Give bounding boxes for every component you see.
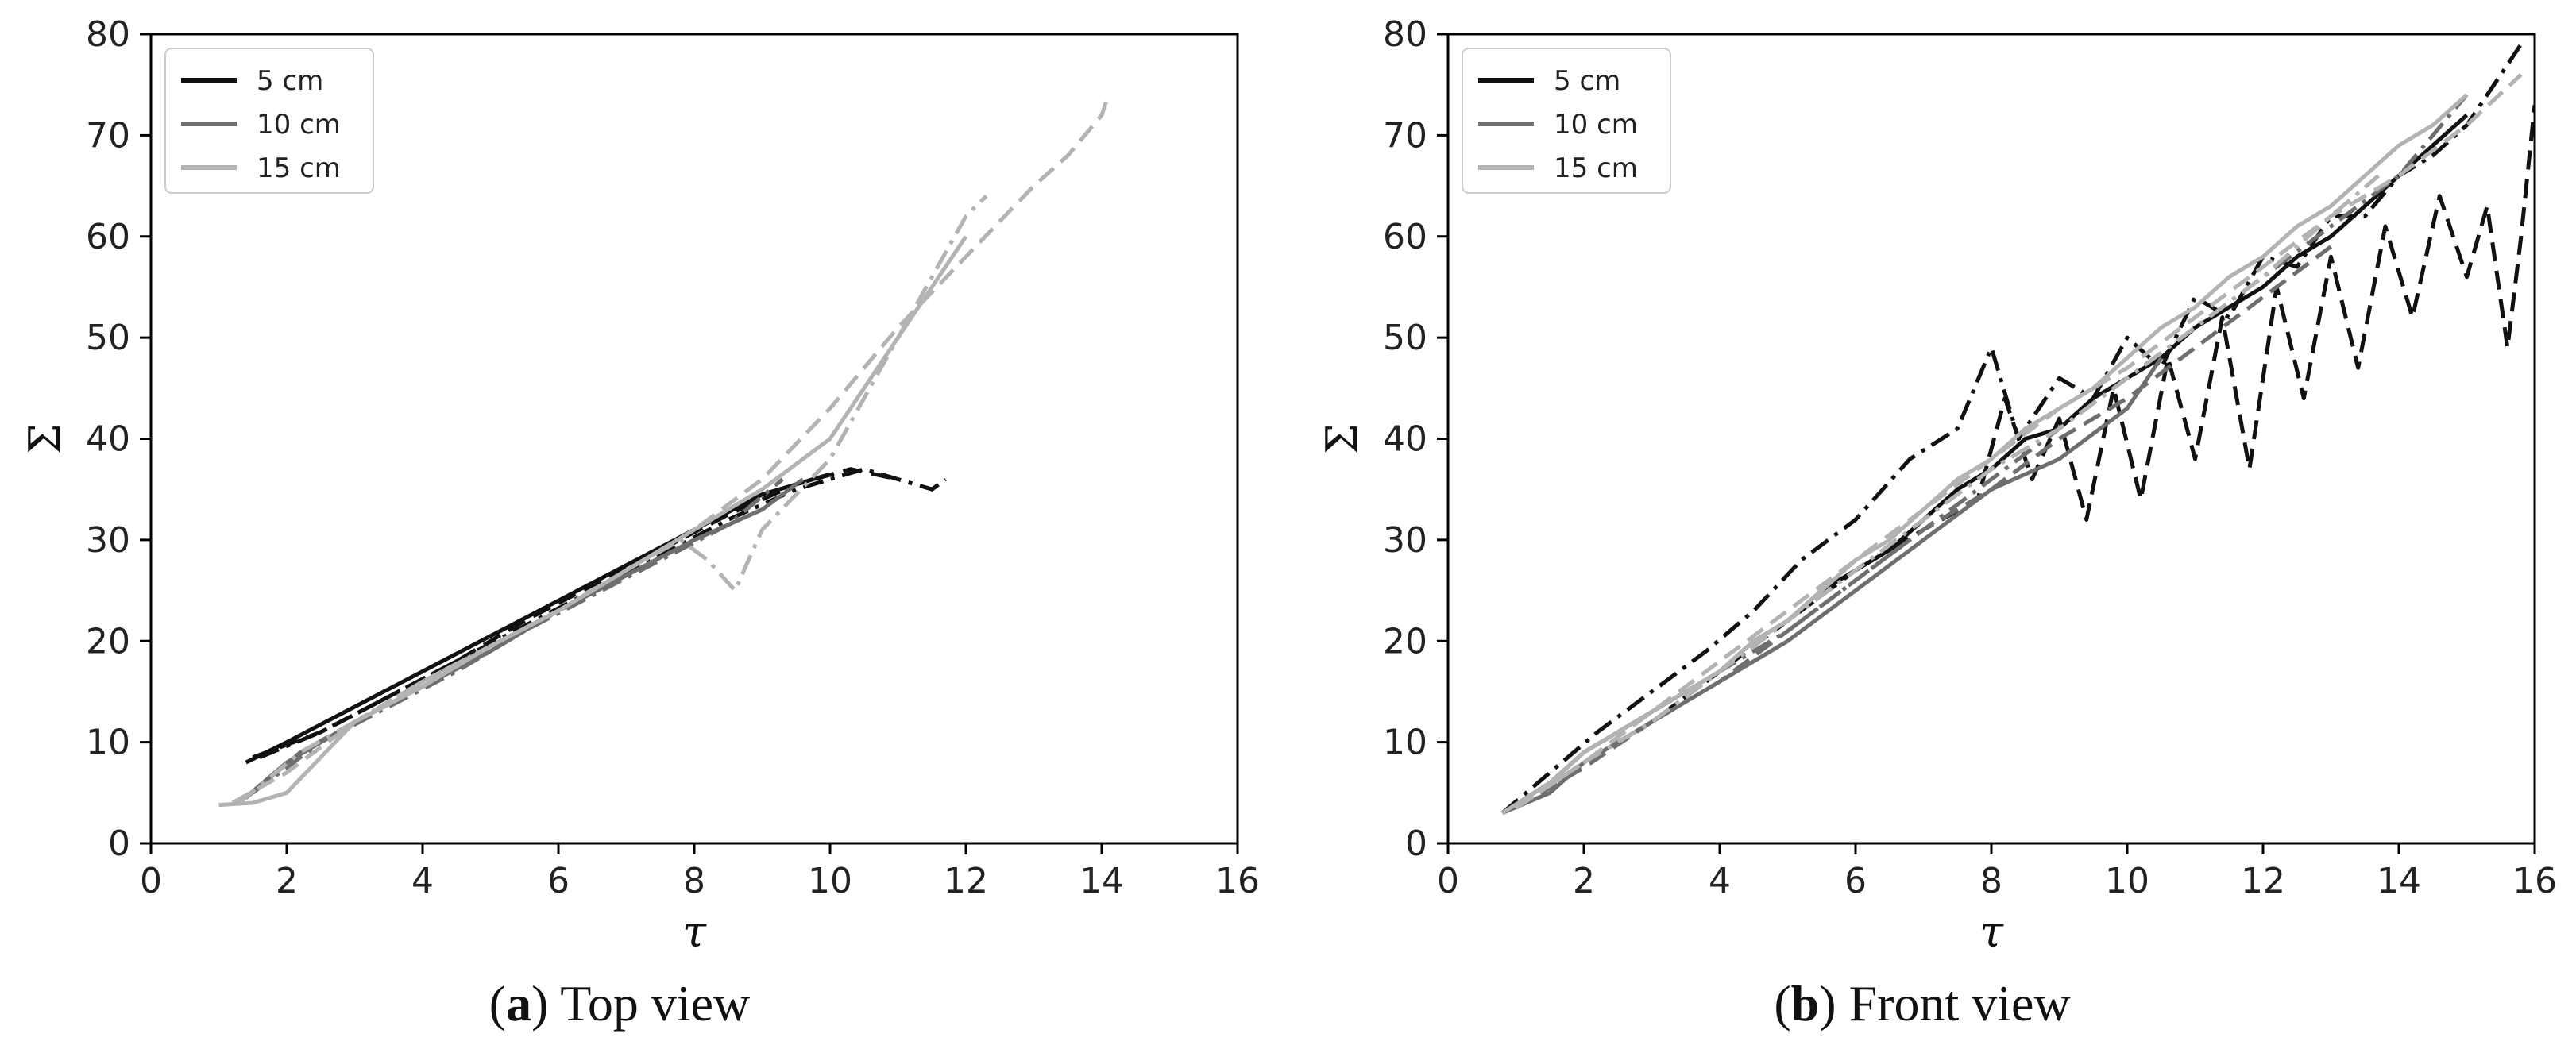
- x-tick-label: 10: [2105, 861, 2149, 901]
- x-tick-label: 16: [2512, 861, 2557, 901]
- series-line-15cm-dashed: [1515, 73, 2523, 810]
- series-line-15cm-dashed: [231, 94, 1110, 805]
- y-tick-label: 10: [86, 723, 130, 763]
- y-tick-label: 50: [1383, 318, 1427, 358]
- x-axis-label: τ: [682, 907, 707, 957]
- series-group: [1500, 43, 2535, 816]
- series-line-15cm-dashdot: [238, 195, 988, 804]
- legend-label: 5 cm: [257, 65, 323, 97]
- y-tick-label: 70: [86, 115, 130, 156]
- x-tick-label: 4: [411, 861, 434, 901]
- series-line-15cm-solid: [1501, 93, 2469, 815]
- x-tick-label: 10: [808, 861, 852, 901]
- y-axis-label: Σ: [20, 423, 70, 453]
- x-tick-label: 8: [683, 861, 705, 901]
- x-tick-label: 4: [1709, 861, 1731, 901]
- y-tick-label: 80: [1383, 14, 1427, 55]
- legend-label: 10 cm: [1554, 109, 1638, 141]
- legend-box: [1462, 48, 1671, 194]
- x-tick-label: 6: [1844, 861, 1867, 901]
- caption-top-view: (a) Top view: [489, 975, 751, 1032]
- y-tick-label: 40: [86, 419, 130, 460]
- y-tick-label: 30: [1383, 520, 1427, 561]
- x-tick-label: 16: [1215, 861, 1260, 901]
- y-tick-label: 60: [1383, 217, 1427, 257]
- x-tick-label: 6: [547, 861, 570, 901]
- legend-label: 5 cm: [1554, 65, 1620, 97]
- x-tick-label: 2: [1573, 861, 1595, 901]
- y-tick-label: 10: [1383, 723, 1427, 763]
- series-line-5cm-dashed: [252, 467, 899, 760]
- series-line-5cm-solid: [245, 472, 831, 765]
- y-tick-label: 0: [1405, 824, 1427, 864]
- y-tick-label: 60: [86, 217, 130, 257]
- legend-label: 15 cm: [1554, 152, 1638, 184]
- caption-front-view: (b) Front view: [1774, 975, 2070, 1032]
- y-tick-label: 50: [86, 318, 130, 358]
- legend-box: [164, 48, 374, 194]
- y-tick-label: 40: [1383, 419, 1427, 460]
- x-tick-label: 0: [1437, 861, 1459, 901]
- panel-front-view: 0 2 4 6 8 10 12 14 16 0 10 20 30 40 50 60 70 80 τ Σ 5 cm 10 c…: [1317, 14, 2557, 957]
- x-tick-label: 14: [1079, 861, 1124, 901]
- caption-letter: b: [1791, 975, 1820, 1032]
- caption-text: Front view: [1836, 975, 2071, 1032]
- legend-label: 10 cm: [257, 109, 341, 141]
- caption-text: Top view: [548, 975, 750, 1032]
- y-tick-label: 70: [1383, 115, 1427, 156]
- series-line-5cm-dashed: [1515, 104, 2535, 810]
- y-tick-label: 20: [86, 621, 130, 662]
- x-axis-label: τ: [1979, 907, 2004, 957]
- y-tick-label: 0: [108, 824, 130, 864]
- legend: 5 cm 10 cm 15 cm: [164, 48, 374, 194]
- y-axis-label: Σ: [1317, 423, 1367, 453]
- y-tick-label: 20: [1383, 621, 1427, 662]
- caption-letter: a: [506, 975, 531, 1032]
- series-line-5cm-dashdot: [1500, 43, 2523, 815]
- x-tick-label: 12: [2241, 861, 2285, 901]
- y-tick-label: 80: [86, 14, 130, 55]
- panel-top-view: 0 2 4 6 8 10 12 14 16 0 10 20 30 40 50 60 70 80 τ Σ 5 cm 10 c…: [20, 14, 1260, 957]
- x-tick-label: 0: [140, 861, 162, 901]
- x-tick-label: 12: [944, 861, 988, 901]
- series-line-10cm-dashed: [1515, 245, 2332, 810]
- x-tick-label: 8: [1980, 861, 2002, 901]
- series-group: [218, 94, 1110, 808]
- series-line-5cm-dashdot: [258, 467, 947, 760]
- legend: 5 cm 10 cm 15 cm: [1462, 48, 1671, 194]
- y-tick-label: 30: [86, 520, 130, 561]
- series-line-15cm-dashdot: [1515, 174, 2380, 810]
- legend-label: 15 cm: [257, 152, 341, 184]
- x-tick-label: 14: [2377, 861, 2421, 901]
- x-tick-label: 2: [276, 861, 298, 901]
